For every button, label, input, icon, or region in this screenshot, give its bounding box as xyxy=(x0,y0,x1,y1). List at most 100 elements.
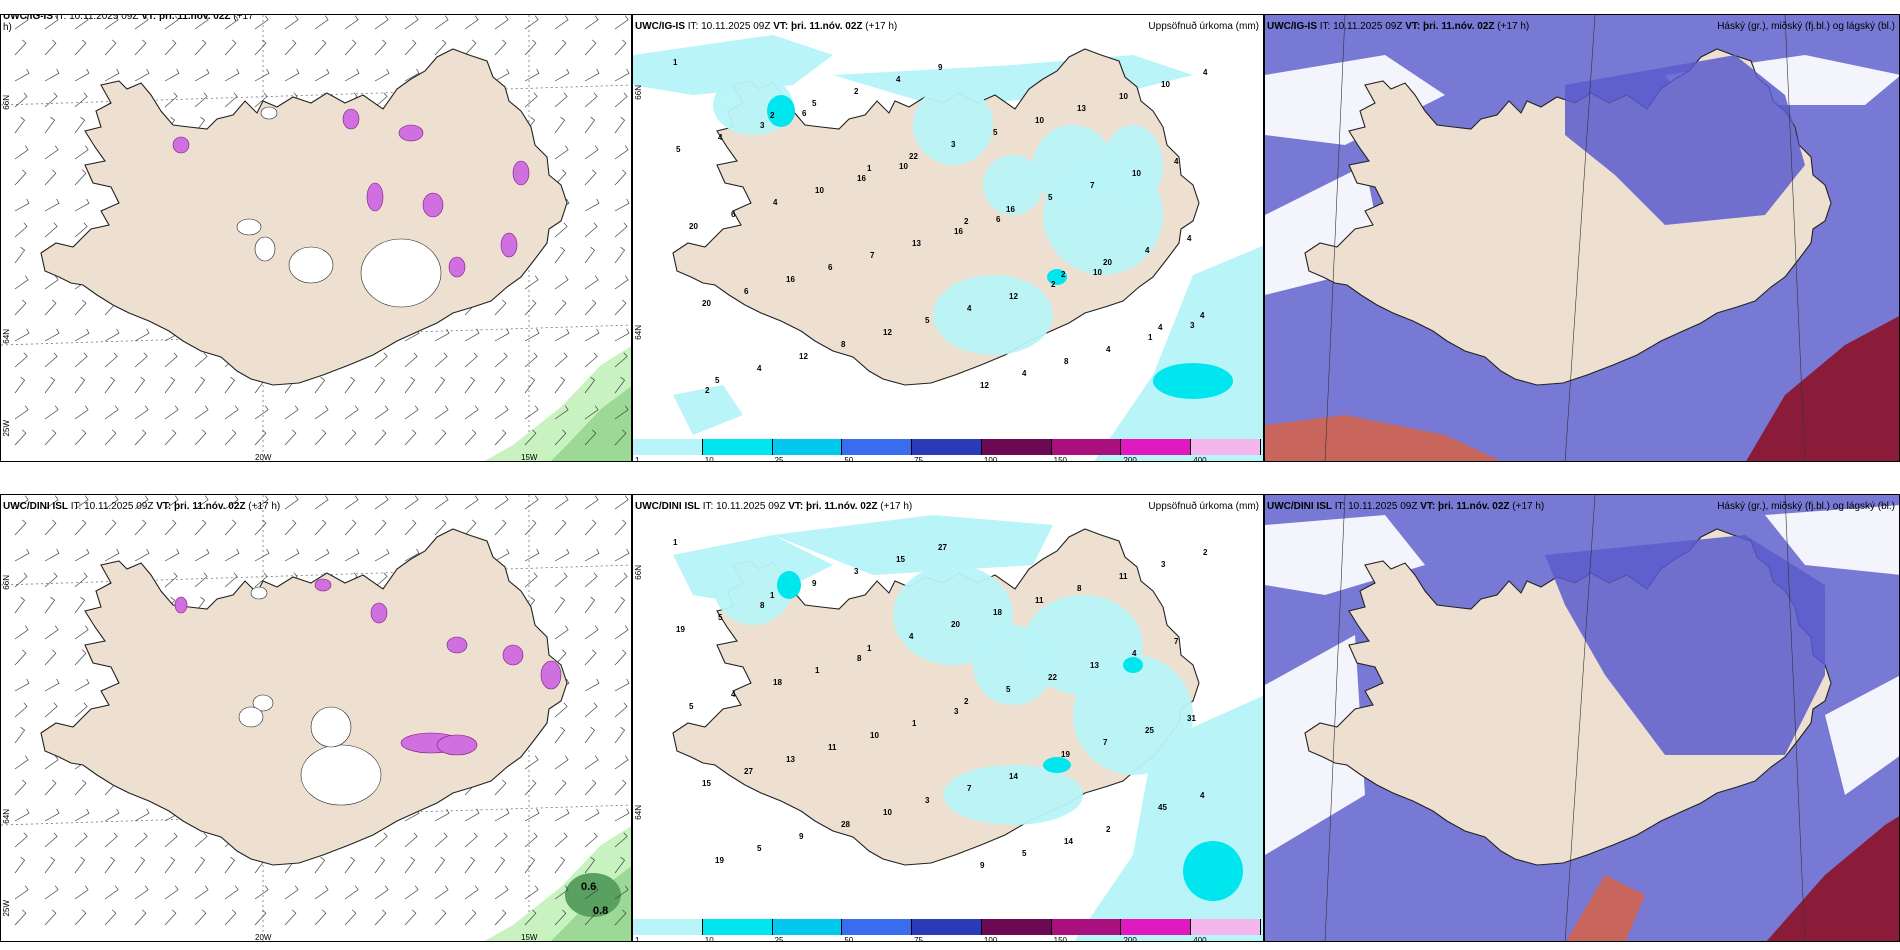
wind-barb xyxy=(464,519,477,536)
wind-barb xyxy=(104,352,118,368)
cloud-high-land xyxy=(1545,535,1825,755)
wind-barb xyxy=(134,909,147,926)
wind-barb xyxy=(44,198,60,212)
wind-barb xyxy=(494,832,508,848)
wind-barb xyxy=(194,548,210,562)
wind-barb xyxy=(614,519,627,536)
wind-barb xyxy=(284,429,297,446)
wind-barb xyxy=(494,548,510,562)
precip-value-label: 11 xyxy=(828,743,837,752)
precip-value-label: 6 xyxy=(731,210,736,219)
wind-barb xyxy=(344,885,359,900)
wind-barb xyxy=(404,376,416,394)
wind-barb xyxy=(614,596,626,614)
wind-barb xyxy=(374,376,386,394)
precip-value-label: 1 xyxy=(912,719,917,728)
lon-gridline xyxy=(1784,15,1806,461)
wind-barb xyxy=(104,909,117,926)
wind-barb xyxy=(44,169,57,186)
lat-label: 66N xyxy=(634,565,643,580)
wind-barb xyxy=(44,625,59,640)
wind-barb xyxy=(614,222,628,238)
lon-label: 15W xyxy=(521,933,538,942)
wind-barb xyxy=(74,548,90,562)
wind-barb xyxy=(614,832,628,848)
wind-barb xyxy=(524,755,539,770)
wind-barb xyxy=(74,678,90,692)
wind-barb xyxy=(584,808,600,822)
wind-barb xyxy=(164,495,179,510)
cloud-map xyxy=(1265,495,1899,941)
wind-barb xyxy=(374,92,388,108)
precip-value-label: 8 xyxy=(760,601,765,610)
wind-barb xyxy=(14,856,26,874)
wind-barb xyxy=(194,68,210,82)
wind-barb xyxy=(554,15,569,30)
colorbar-tick-label: 50 xyxy=(844,936,854,942)
wind-barb xyxy=(434,808,450,822)
lon-gridline xyxy=(1784,495,1806,941)
colorbar-swatch xyxy=(633,439,703,455)
wind-barb xyxy=(584,856,596,874)
wind-barb xyxy=(254,548,270,562)
precip-value-label: 3 xyxy=(760,121,765,130)
wind-barb xyxy=(74,429,87,446)
precip-map: 1212245522162044235420124574689101020161… xyxy=(633,35,1263,461)
wind-barb xyxy=(14,169,27,186)
wind-barb xyxy=(344,15,359,30)
wind-barb xyxy=(524,779,537,796)
wind-barb xyxy=(614,116,626,134)
wind-barb xyxy=(554,856,566,874)
wind-barb xyxy=(284,885,299,900)
lon-label: 15W xyxy=(521,453,538,462)
precip-value-label: 8 xyxy=(857,654,862,663)
snow-depth-patch xyxy=(500,232,518,258)
no-snow-area xyxy=(252,694,274,712)
wind-barb xyxy=(134,495,149,510)
wind-barb xyxy=(494,15,509,30)
wind-barb xyxy=(194,572,208,588)
precip-value-label: 4 xyxy=(1158,323,1163,332)
precip-value-label: 10 xyxy=(1161,80,1170,89)
wind-barb xyxy=(554,495,569,510)
colorbar-tick-label: 1 xyxy=(635,936,640,942)
precip-value-label: 5 xyxy=(993,128,998,137)
colorbar-tick-label: 50 xyxy=(844,456,854,462)
clear-sky-area xyxy=(1765,505,1899,575)
wind-barb xyxy=(464,39,477,56)
colorbar-tick-label: 25 xyxy=(774,456,784,462)
precip-value-label: 20 xyxy=(951,620,960,629)
wind-barb xyxy=(134,405,149,420)
wind-barb xyxy=(554,596,566,614)
wind-barb xyxy=(464,832,478,848)
wind-barb xyxy=(14,116,26,134)
wind-barb xyxy=(584,116,596,134)
wind-barb xyxy=(224,885,239,900)
precip-shade-land xyxy=(1103,125,1163,205)
colorbar-tick-label: 10 xyxy=(704,456,714,462)
precip-value-label: 14 xyxy=(1009,772,1018,781)
wind-barb xyxy=(134,352,148,368)
wind-barb xyxy=(164,405,179,420)
wind-barb xyxy=(614,92,628,108)
wind-barb xyxy=(554,376,566,394)
precip-value-label: 18 xyxy=(993,608,1002,617)
wind-barb xyxy=(374,832,388,848)
iceland-landmass xyxy=(40,528,568,866)
wind-barb xyxy=(14,429,27,446)
wind-barb xyxy=(584,779,597,796)
wind-barb xyxy=(554,429,567,446)
wind-barb xyxy=(584,755,599,770)
wind-barb xyxy=(74,519,87,536)
wind-barb xyxy=(434,405,449,420)
colorbar-tick-label: 400 xyxy=(1193,456,1207,462)
wind-barb xyxy=(164,376,176,394)
wind-barb xyxy=(194,909,207,926)
wind-barb xyxy=(14,572,28,588)
precip-value-label: 5 xyxy=(1022,849,1027,858)
wind-barb xyxy=(614,779,627,796)
lat-gridline xyxy=(1,84,631,106)
precip-value-label: 15 xyxy=(702,779,711,788)
snow-depth-patch xyxy=(342,108,360,130)
wind-barb xyxy=(134,832,148,848)
